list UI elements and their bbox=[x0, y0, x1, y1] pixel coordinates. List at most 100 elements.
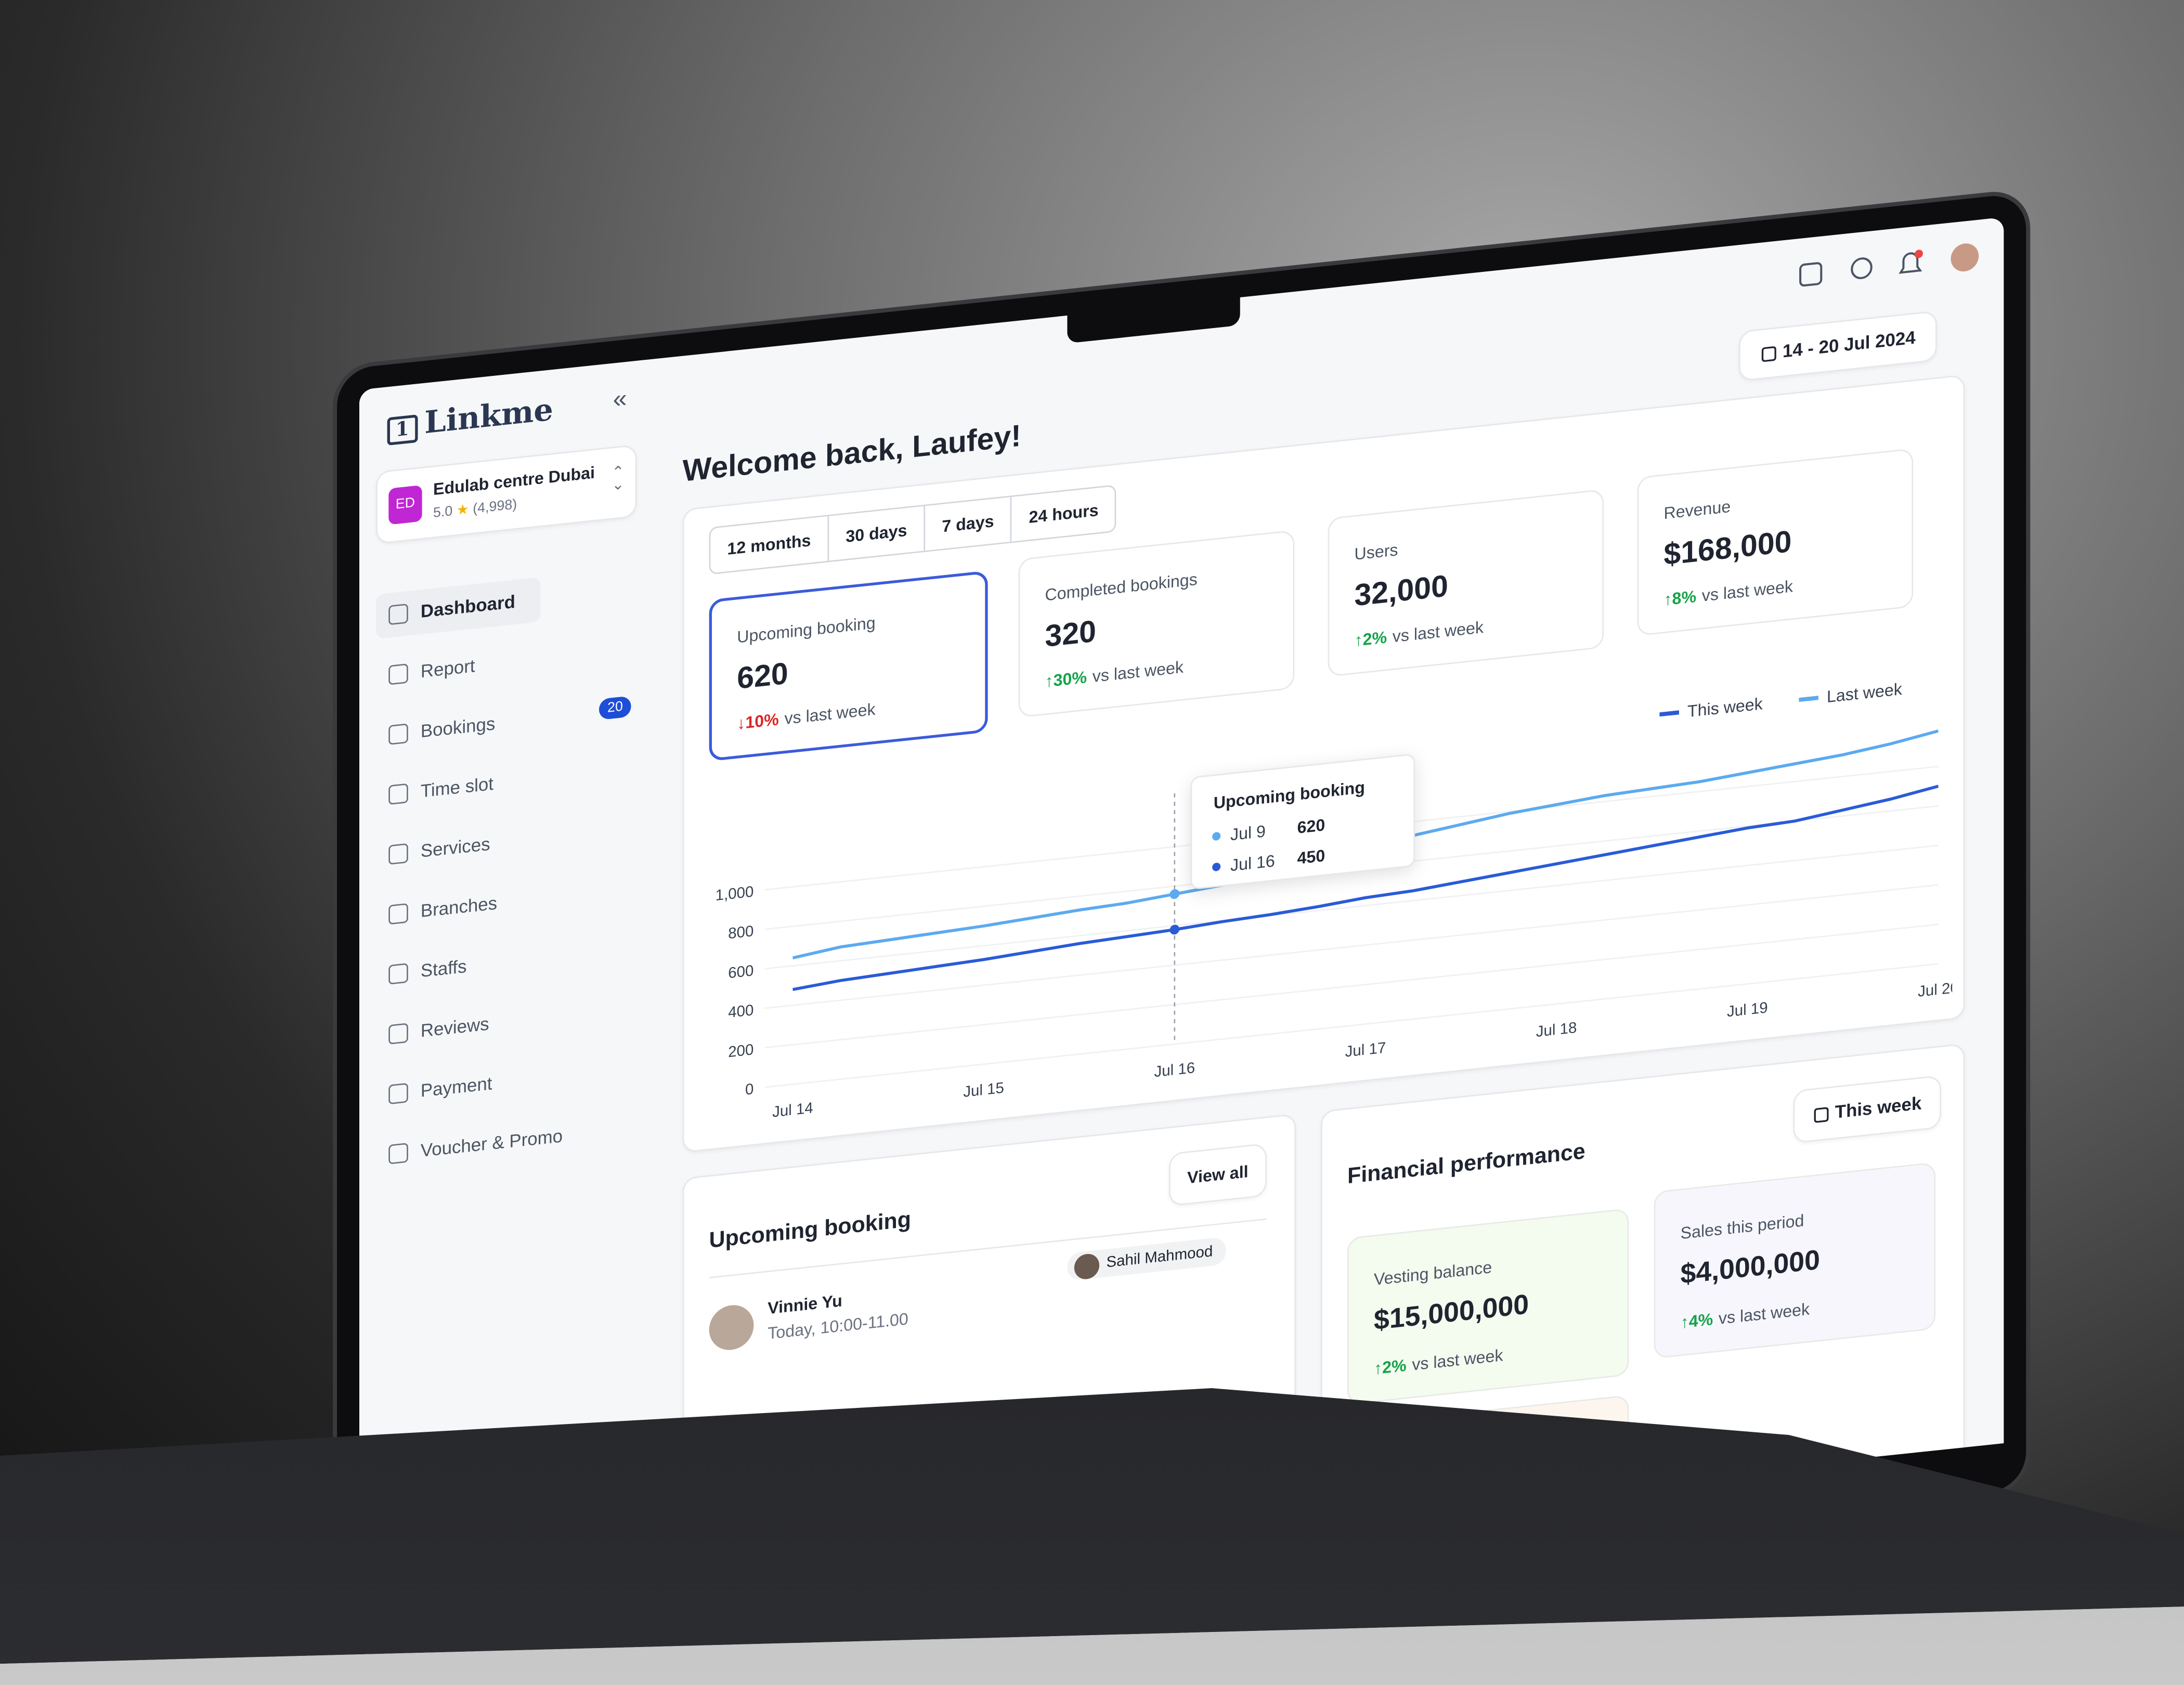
financial-label: Sales this period bbox=[1680, 1210, 1804, 1244]
y-tick-label: 200 bbox=[728, 1041, 753, 1061]
nav-label: Time slot bbox=[420, 773, 493, 802]
nav-icon bbox=[388, 723, 408, 745]
stat-value: $168,000 bbox=[1663, 524, 1792, 572]
stat-compare: vs last week bbox=[1392, 617, 1484, 647]
nav-item[interactable]: Bookings 20 bbox=[376, 696, 631, 759]
logo-text: Linkme bbox=[424, 391, 553, 442]
toolbar-icons bbox=[1799, 242, 1979, 287]
x-tick-label: Jul 17 bbox=[1345, 1039, 1386, 1061]
nav-icon bbox=[388, 663, 408, 685]
legend-label: This week bbox=[1687, 694, 1763, 721]
nav-item[interactable]: Dashboard bbox=[376, 577, 541, 639]
stat-change-row: ↑30% vs last week bbox=[1045, 657, 1184, 691]
collapse-button[interactable]: « bbox=[613, 384, 627, 414]
financial-change-row: ↑4% vs last week bbox=[1681, 1299, 1810, 1333]
y-tick-label: 800 bbox=[728, 922, 753, 942]
nav-item[interactable]: Staffs bbox=[376, 936, 540, 998]
nav-item[interactable]: Time slot bbox=[376, 757, 540, 819]
stat-card[interactable]: Upcoming booking 620 ↓10% vs last week bbox=[709, 570, 988, 762]
period-tab[interactable]: 12 months bbox=[727, 530, 811, 559]
stat-label: Upcoming booking bbox=[737, 612, 876, 647]
org-rating-row: 5.0 ★ (4,998) bbox=[433, 497, 517, 522]
financial-arrow: ↑ bbox=[1374, 1358, 1383, 1379]
date-range: 14 - 20 Jul 2024 bbox=[1782, 326, 1916, 362]
stat-card[interactable]: Revenue $168,000 ↑8% vs last week bbox=[1637, 448, 1914, 636]
tooltip-dot bbox=[1212, 863, 1221, 871]
y-tick-label: 600 bbox=[728, 962, 753, 982]
stat-change-row: ↓10% vs last week bbox=[737, 699, 875, 734]
stat-value: 320 bbox=[1045, 613, 1096, 654]
stat-card[interactable]: Users 32,000 ↑2% vs last week bbox=[1328, 489, 1604, 677]
top-icons bbox=[1795, 238, 1990, 295]
financial-title: Financial performance bbox=[1347, 1140, 1585, 1189]
nav-icon bbox=[388, 963, 408, 985]
avatar[interactable] bbox=[1951, 242, 1979, 273]
client-avatar bbox=[709, 1303, 754, 1352]
financial-value: $15,000,000 bbox=[1374, 1289, 1529, 1337]
nav-label: Services bbox=[420, 833, 490, 861]
nav-item[interactable]: Services bbox=[376, 817, 540, 879]
financial-label: Vesting balance bbox=[1374, 1257, 1492, 1289]
nav-item[interactable]: Branches bbox=[376, 877, 540, 938]
stat-change: 8% bbox=[1672, 586, 1697, 609]
nav-label: Report bbox=[420, 655, 475, 682]
period-tab[interactable]: 24 hours bbox=[1010, 486, 1115, 542]
organization-switcher[interactable]: ED Edulab centre Dubai 5.0 ★ (4,998) ⌃ ⌄ bbox=[376, 444, 637, 544]
staff-avatar bbox=[1074, 1252, 1100, 1281]
nav-item[interactable]: Report bbox=[376, 637, 540, 699]
tooltip-value: 620 bbox=[1297, 815, 1325, 837]
stat-arrow: ↑ bbox=[1354, 630, 1363, 651]
stat-label: Users bbox=[1354, 540, 1398, 564]
nav-icon bbox=[388, 1023, 408, 1045]
logo: 1 Linkme bbox=[387, 392, 553, 446]
nav-label: Voucher & Promo bbox=[420, 1125, 563, 1161]
x-tick-label: Jul 19 bbox=[1727, 999, 1768, 1020]
nav-item[interactable]: Voucher & Promo bbox=[376, 1116, 563, 1178]
chevrons: ⌃ ⌄ bbox=[612, 464, 625, 494]
nav-label: Bookings bbox=[420, 713, 496, 742]
tooltip-label: Jul 9 bbox=[1230, 821, 1266, 844]
stat-change-row: ↑2% vs last week bbox=[1355, 617, 1484, 650]
x-tick-label: Jul 16 bbox=[1154, 1059, 1195, 1080]
x-tick-label: Jul 14 bbox=[772, 1099, 813, 1120]
tooltip-dot bbox=[1212, 832, 1221, 841]
stat-card[interactable]: Completed bookings 320 ↑30% vs last week bbox=[1018, 530, 1295, 718]
nav-icon bbox=[388, 783, 408, 805]
nav-item[interactable]: Reviews bbox=[376, 997, 540, 1059]
nav-icon bbox=[388, 1143, 408, 1165]
staff-name: Sahil Mahmood bbox=[1106, 1243, 1213, 1272]
settings-icon[interactable] bbox=[1851, 257, 1873, 279]
period-tab[interactable]: 30 days bbox=[827, 506, 924, 561]
y-tick-label: 0 bbox=[745, 1080, 753, 1099]
screen: 1 Linkme « ED Edulab centre Dubai 5.0 ★ (… bbox=[359, 217, 2004, 1616]
hover-point bbox=[1169, 889, 1180, 899]
view-all-button[interactable]: View all bbox=[1169, 1143, 1267, 1207]
notification-dot bbox=[1914, 250, 1923, 258]
upcoming-title: Upcoming booking bbox=[709, 1208, 911, 1253]
stat-compare: vs last week bbox=[1092, 657, 1184, 687]
date-range-button[interactable]: ▢ 14 - 20 Jul 2024 bbox=[1739, 310, 1937, 382]
overview-card: 12 months 30 days 7 days 24 hours Upcoming … bbox=[682, 374, 1965, 1153]
stat-change-row: ↑8% vs last week bbox=[1663, 577, 1792, 610]
stat-change: 30% bbox=[1053, 667, 1087, 690]
laptop: 1 Linkme « ED Edulab centre Dubai 5.0 ★ (… bbox=[337, 192, 2026, 1666]
period-button[interactable]: ▢ This week bbox=[1793, 1075, 1941, 1144]
bell-icon[interactable] bbox=[1899, 252, 1922, 274]
client-name: Vinnie Yu bbox=[768, 1290, 842, 1318]
nav-label: Branches bbox=[420, 892, 498, 922]
stat-change: 10% bbox=[745, 709, 779, 733]
grid-line bbox=[764, 844, 1939, 970]
financial-value: $4,000,000 bbox=[1680, 1245, 1820, 1291]
nav-label: Staffs bbox=[420, 955, 467, 982]
period-tab[interactable]: 7 days bbox=[924, 497, 1011, 551]
hover-point bbox=[1169, 924, 1180, 935]
financial-change: 2% bbox=[1382, 1355, 1407, 1378]
org-reviews: (4,998) bbox=[473, 497, 517, 518]
legend-label: Last week bbox=[1827, 680, 1903, 706]
help-icon[interactable] bbox=[1799, 262, 1823, 287]
line-chart: 0 200 400 600 800 1,000 Jul 14 Jul 15 Jul 16 Jul … bbox=[716, 680, 1953, 1121]
period: This week bbox=[1835, 1092, 1922, 1122]
nav-item[interactable]: Payment bbox=[376, 1056, 540, 1118]
grid-line bbox=[764, 923, 1939, 1049]
